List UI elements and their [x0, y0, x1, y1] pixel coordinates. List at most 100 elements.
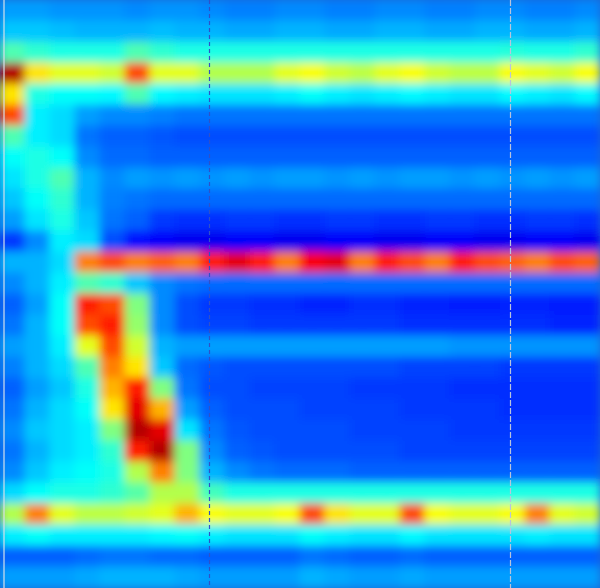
heatmap-cell: [300, 483, 326, 505]
heatmap-cell: [225, 525, 251, 547]
heatmap-cell: [75, 105, 101, 127]
heatmap-cell: [325, 21, 351, 43]
heatmap-cell: [225, 231, 251, 253]
heatmap-cell: [325, 168, 351, 190]
heatmap-cell: [275, 84, 301, 106]
heatmap-cell: [475, 399, 501, 421]
heatmap-cell: [25, 420, 51, 442]
heatmap-cell: [275, 273, 301, 295]
heatmap-cell: [400, 0, 426, 22]
heatmap-cell: [50, 357, 76, 379]
heatmap-cell: [450, 273, 476, 295]
heatmap-cell: [375, 84, 401, 106]
heatmap-cell: [375, 273, 401, 295]
heatmap-cell: [50, 336, 76, 358]
heatmap-cell: [575, 84, 600, 106]
heatmap-cell: [75, 84, 101, 106]
heatmap-cell: [350, 0, 376, 22]
heatmap-cell: [150, 399, 176, 421]
heatmap-cell: [200, 483, 226, 505]
heatmap-cell: [25, 210, 51, 232]
heatmap-cell: [200, 504, 226, 526]
heatmap-cell: [450, 315, 476, 337]
heatmap-cell: [475, 420, 501, 442]
heatmap-cell: [575, 462, 600, 484]
heatmap-cell: [225, 189, 251, 211]
heatmap-cell: [25, 252, 51, 274]
heatmap-cell: [350, 315, 376, 337]
heatmap-cell: [250, 357, 276, 379]
heatmap-cell: [500, 84, 526, 106]
heatmap-cell: [300, 336, 326, 358]
heatmap-cell: [500, 399, 526, 421]
heatmap-cell: [475, 567, 501, 588]
heatmap-cell: [325, 420, 351, 442]
heatmap-cell: [125, 462, 151, 484]
heatmap-cell: [450, 378, 476, 400]
heatmap-cell: [150, 63, 176, 85]
heatmap-cell: [575, 105, 600, 127]
heatmap-cell: [50, 0, 76, 22]
heatmap-cell: [100, 273, 126, 295]
heatmap-cell: [275, 567, 301, 588]
heatmap-cell: [300, 567, 326, 588]
heatmap-cell: [50, 84, 76, 106]
heatmap-cell: [25, 567, 51, 588]
heatmap-cell: [575, 420, 600, 442]
heatmap-cell: [350, 210, 376, 232]
heatmap-cell: [525, 42, 551, 64]
heatmap-cell: [50, 315, 76, 337]
heatmap-cell: [75, 168, 101, 190]
heatmap-cell: [550, 0, 576, 22]
heatmap-cell: [150, 525, 176, 547]
heatmap-cell: [525, 357, 551, 379]
heatmap-cell: [25, 441, 51, 463]
heatmap-cell: [500, 336, 526, 358]
heatmap-cell: [550, 294, 576, 316]
heatmap-cell: [475, 210, 501, 232]
heatmap-cell: [275, 399, 301, 421]
heatmap-cell: [50, 546, 76, 568]
heatmap-cell: [400, 42, 426, 64]
heatmap-cell: [325, 105, 351, 127]
heatmap-cell: [325, 210, 351, 232]
heatmap-cell: [325, 189, 351, 211]
heatmap-cell: [550, 168, 576, 190]
heatmap-cell: [225, 21, 251, 43]
heatmap-cell: [450, 420, 476, 442]
heatmap-cell: [575, 189, 600, 211]
heatmap-cell: [350, 126, 376, 148]
heatmap-cell: [200, 42, 226, 64]
heatmap-cell: [550, 546, 576, 568]
heatmap-cell: [425, 294, 451, 316]
heatmap-cell: [25, 105, 51, 127]
heatmap-cell: [575, 336, 600, 358]
heatmap-cell: [325, 441, 351, 463]
heatmap-cell: [425, 525, 451, 547]
heatmap-cell: [100, 0, 126, 22]
heatmap-cell: [325, 42, 351, 64]
heatmap-cell: [100, 378, 126, 400]
heatmap-cell: [100, 483, 126, 505]
heatmap-cell: [500, 546, 526, 568]
heatmap-cell: [50, 420, 76, 442]
heatmap-cell: [575, 252, 600, 274]
heatmap-cell: [225, 0, 251, 22]
heatmap-cell: [475, 252, 501, 274]
heatmap-cell: [150, 231, 176, 253]
heatmap-cell: [275, 21, 301, 43]
heatmap-cell: [250, 0, 276, 22]
heatmap-cell: [550, 42, 576, 64]
heatmap-cell: [425, 378, 451, 400]
heatmap-cell: [475, 0, 501, 22]
heatmap-cell: [50, 462, 76, 484]
heatmap-cell: [425, 252, 451, 274]
heatmap-cell: [100, 231, 126, 253]
heatmap-cell: [575, 546, 600, 568]
heatmap-cell: [475, 336, 501, 358]
heatmap-cell: [475, 378, 501, 400]
heatmap-cell: [150, 0, 176, 22]
heatmap-cell: [550, 21, 576, 43]
heatmap-cell: [125, 210, 151, 232]
heatmap-cell: [275, 525, 301, 547]
